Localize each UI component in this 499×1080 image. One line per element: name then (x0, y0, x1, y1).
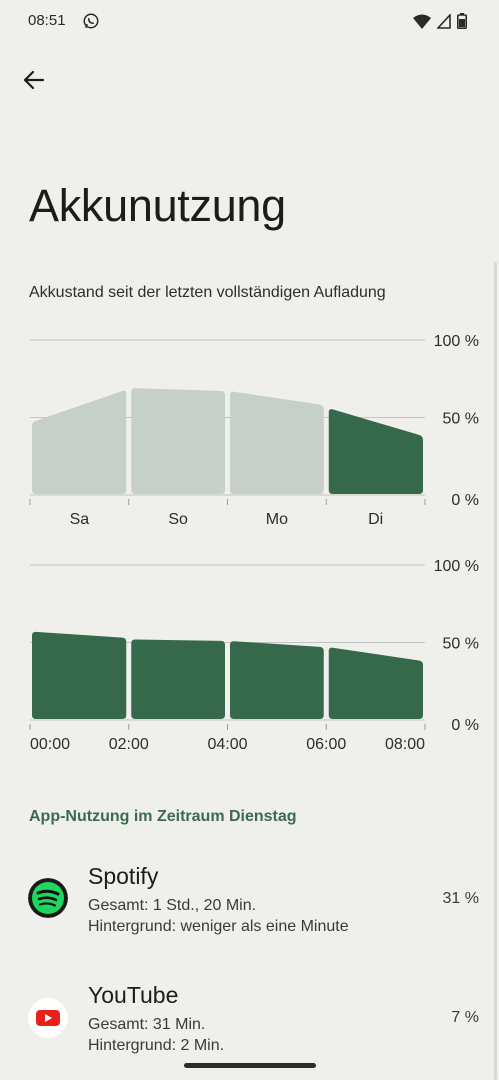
y-tick-label: 50 % (443, 636, 479, 653)
y-tick-label: 0 % (451, 717, 479, 734)
x-tick-label: Mo (266, 511, 288, 528)
battery-segment[interactable] (230, 391, 324, 494)
battery-level-chart-hours[interactable]: 100 % 50 % 0 % 00:00 02:00 04:00 06:00 08:00 (0, 545, 499, 760)
whatsapp-icon (83, 13, 99, 29)
battery-segment[interactable] (230, 641, 324, 719)
battery-segment[interactable] (131, 388, 225, 494)
battery-segment[interactable] (328, 409, 423, 494)
x-tick-label: Di (368, 511, 383, 528)
y-tick-label: 0 % (451, 492, 479, 509)
page-title: Akkunutzung (29, 180, 286, 231)
x-tick-label: Sa (70, 511, 90, 528)
app-background: Hintergrund: weniger als eine Minute (88, 918, 349, 935)
back-arrow-icon[interactable] (18, 64, 50, 96)
app-percent: 7 % (451, 1009, 479, 1026)
battery-icon (457, 13, 467, 29)
app-row-youtube[interactable]: YouTube Gesamt: 31 Min. Hintergrund: 2 M… (0, 980, 499, 1060)
battery-level-chart-days[interactable]: 100 % 50 % 0 % Sa So Mo Di (0, 320, 499, 535)
x-tick-label: 00:00 (30, 736, 70, 753)
home-indicator[interactable] (184, 1063, 316, 1068)
wifi-icon (413, 14, 431, 29)
app-name: YouTube (88, 982, 179, 1008)
battery-segment[interactable] (131, 639, 225, 719)
x-tick-label: 02:00 (109, 736, 149, 753)
app-background: Hintergrund: 2 Min. (88, 1037, 225, 1054)
battery-segment[interactable] (328, 647, 423, 719)
status-time: 08:51 (28, 12, 66, 29)
system-icons (413, 13, 467, 29)
usage-section-title: App-Nutzung im Zeitraum Dienstag (29, 808, 297, 825)
chart-subtitle: Akkustand seit der letzten vollständigen… (29, 284, 386, 301)
x-tick-label: 08:00 (385, 736, 425, 753)
x-tick-label: 06:00 (306, 736, 346, 753)
scrollbar[interactable] (494, 262, 497, 1080)
y-tick-label: 50 % (443, 411, 479, 428)
cell-signal-icon (437, 13, 451, 29)
app-total: Gesamt: 31 Min. (88, 1016, 206, 1033)
spotify-icon (28, 878, 68, 918)
youtube-icon (28, 998, 68, 1038)
app-name: Spotify (88, 863, 159, 889)
battery-segment[interactable] (32, 390, 127, 494)
app-total: Gesamt: 1 Std., 20 Min. (88, 897, 257, 914)
x-tick-label: 04:00 (207, 736, 247, 753)
battery-segment[interactable] (32, 631, 127, 719)
y-tick-label: 100 % (434, 333, 479, 350)
app-row-spotify[interactable]: Spotify Gesamt: 1 Std., 20 Min. Hintergr… (0, 860, 499, 950)
y-tick-label: 100 % (434, 558, 479, 575)
app-percent: 31 % (442, 890, 479, 907)
x-tick-label: So (168, 511, 188, 528)
